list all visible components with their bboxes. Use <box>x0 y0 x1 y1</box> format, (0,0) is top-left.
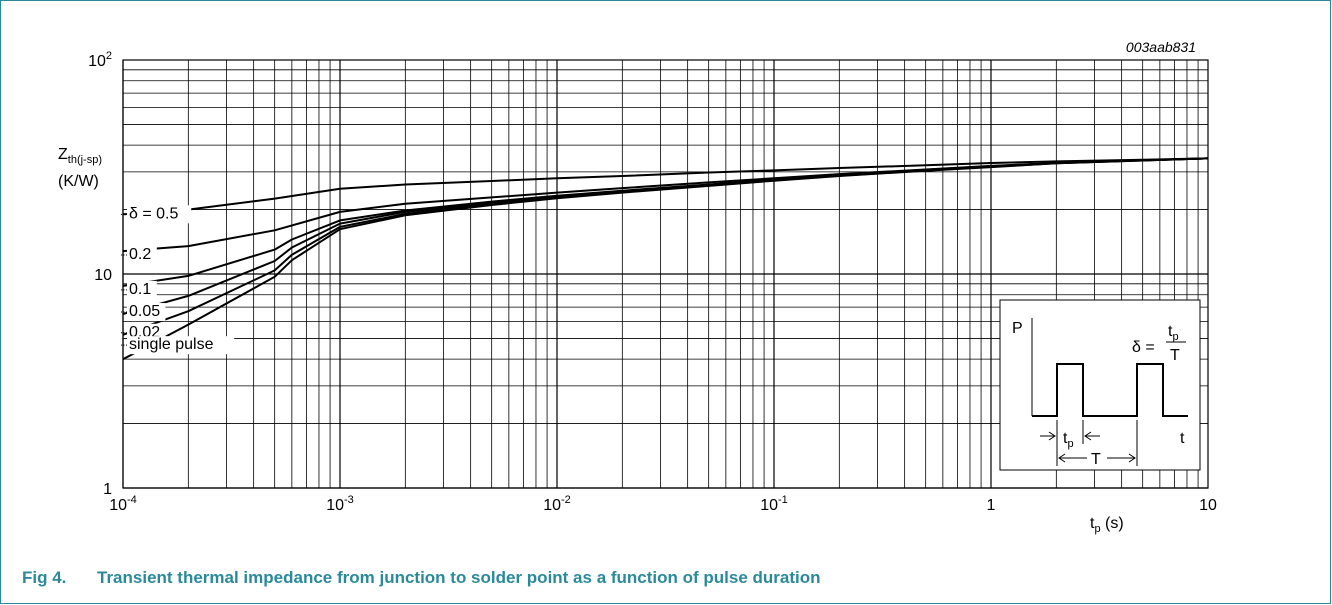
inset-tp-label: tp <box>1063 430 1074 450</box>
series-curve <box>122 157 1209 361</box>
inset-T-arrow-right <box>1107 453 1136 463</box>
series-label-bg <box>127 205 192 224</box>
figure-caption: Fig 4. Transient thermal impedance from j… <box>22 568 821 588</box>
figure-number: Fig 4. <box>22 568 67 587</box>
y-tick-label: 1 <box>103 481 112 498</box>
series-curve <box>122 157 1209 315</box>
inset-delta-numerator: tp <box>1168 323 1179 343</box>
x-tick-label: 10-2 <box>543 494 571 514</box>
inset-box <box>999 299 1201 471</box>
inset-T-label: T <box>1091 451 1101 468</box>
series-curve <box>122 157 1209 253</box>
y-tick-label: 102 <box>88 50 112 70</box>
series-label-bg <box>127 303 166 322</box>
inset-tp-arrow-right <box>1084 431 1100 441</box>
series-label: 0.1 <box>121 280 157 299</box>
y-tick-label: 10 <box>94 267 112 284</box>
series-curve <box>122 157 1209 216</box>
series-label-text: 0.2 <box>129 246 151 263</box>
inset-delta-denominator: T <box>1170 347 1180 364</box>
series-label-text: δ = 0.5 <box>129 205 178 222</box>
inset-pulse-wave <box>1032 363 1188 417</box>
figure-code: 003aab831 <box>1126 39 1196 55</box>
series-label: δ = 0.5 <box>121 205 192 224</box>
plot-border <box>122 59 1209 489</box>
tick-labels: 10-4 10-3 10-2 10-1 1 10 1 10 102 <box>88 50 1217 514</box>
series-label-text: 0.05 <box>129 303 160 320</box>
series-label: 0.2 <box>121 246 157 265</box>
x-tick-label: 1 <box>987 497 996 514</box>
x-tick-label: 10 <box>1199 497 1217 514</box>
series-label-bg <box>127 336 235 355</box>
grid <box>122 59 1209 489</box>
series-label-bg <box>127 246 157 265</box>
x-tick-label: 10-3 <box>326 494 354 514</box>
x-tick-label: 10-1 <box>760 494 788 514</box>
figure-caption-text: Transient thermal impedance from junctio… <box>97 568 821 587</box>
curves <box>122 157 1209 361</box>
series-label-text: single pulse <box>129 336 214 353</box>
inset-delta-prefix: δ = <box>1132 339 1155 356</box>
inset-t-label: t <box>1180 430 1185 447</box>
y-axis-unit: (K/W) <box>58 173 99 190</box>
chart: 10-4 10-3 10-2 10-1 1 10 1 10 102 δ = 0.5 0.2 0.1 0… <box>58 39 1217 535</box>
inset-p-label: P <box>1012 320 1023 337</box>
x-tick-label: 10-4 <box>109 494 137 514</box>
series-label-text: 0.1 <box>129 281 151 298</box>
inset-T-arrow-left <box>1058 453 1087 463</box>
series-label: single pulse <box>121 336 235 355</box>
inset-tp-arrow-left <box>1040 431 1056 441</box>
series-label-bg <box>127 280 157 299</box>
pulse-inset: P t tp T δ = tp T <box>999 299 1201 471</box>
series-label: 0.05 <box>121 303 166 322</box>
x-axis-label: tp (s) <box>1090 515 1124 535</box>
y-axis-label: Zth(j-sp) <box>58 146 102 166</box>
